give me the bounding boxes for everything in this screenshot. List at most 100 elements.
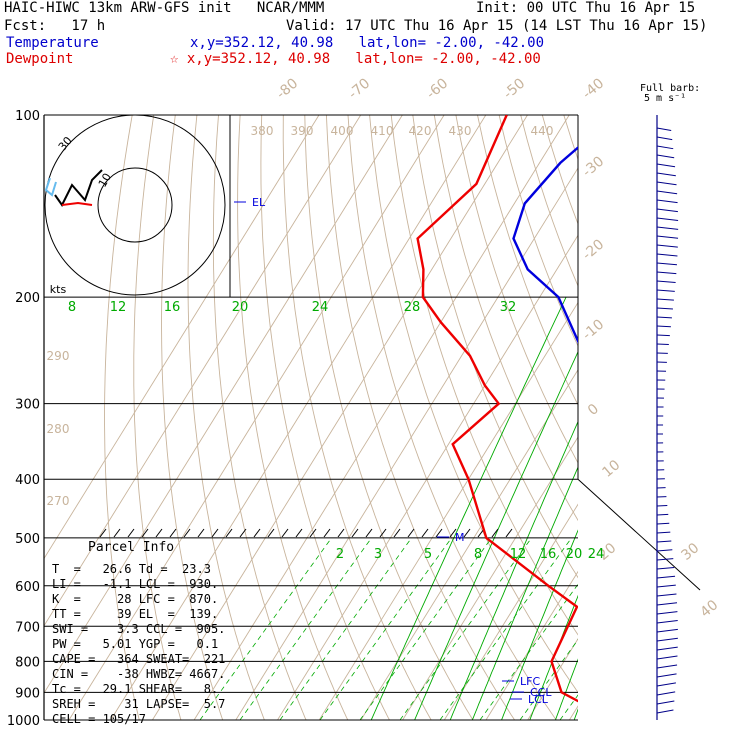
dry-adiabat-label: -80 [274, 75, 302, 102]
plot-frame-diagonal [577, 478, 701, 591]
hatch-mark [449, 528, 457, 538]
parcel-line: CAPE = 364 SWEAT= 221 [52, 652, 226, 666]
dry-adiabat-label: 0 [585, 401, 602, 419]
wind-barb [656, 540, 672, 543]
parcel-line: CIN = -38 HWBZ= 4667. [52, 667, 226, 681]
wind-barb [656, 513, 669, 516]
wind-barb [656, 253, 678, 257]
mixing-ratio-line [529, 594, 578, 720]
level-marker: LCL [528, 693, 549, 706]
hatch-mark [421, 528, 429, 538]
parcel-info-title: Parcel Info [88, 540, 175, 555]
mixing-ratio-line [622, 297, 740, 720]
hatch-mark [183, 528, 191, 538]
dry-adiabat [433, 115, 578, 522]
hatch-mark [365, 528, 373, 538]
temperature-legend-label: Temperature [6, 35, 99, 51]
dry-adiabat [585, 115, 740, 720]
pressure-label: 800 [15, 655, 40, 670]
mixing-label: 24 [588, 547, 605, 562]
isotherm [402, 436, 578, 720]
theta-label: 270 [47, 494, 70, 508]
wind-barb [656, 181, 677, 186]
theta-label: 440 [531, 124, 554, 138]
mixing-ratio-line [471, 466, 578, 720]
hatch-mark [197, 528, 205, 538]
dry-adiabat [563, 115, 578, 161]
mixing-ratio-line [589, 297, 740, 720]
dry-adiabat [715, 115, 740, 720]
dry-adiabat [737, 115, 740, 720]
theta-label: 280 [47, 422, 70, 436]
dry-adiabat [607, 115, 740, 720]
level-marker: M [455, 531, 465, 544]
wind-barb [656, 217, 679, 221]
hatch-mark [435, 528, 443, 538]
parcel-line: K = 28 LFC = 870. [52, 592, 219, 606]
mixing-label: 20 [566, 547, 583, 562]
wind-barb [656, 190, 678, 195]
theta-label: 390 [291, 124, 314, 138]
dewpoint-profile [416, 115, 578, 703]
hatch-mark [253, 528, 261, 538]
dry-adiabat [390, 115, 578, 636]
parcel-line: LI = -1.1 LCL = 930. [52, 577, 219, 591]
level-marker: LFC [520, 675, 540, 688]
hatch-mark [351, 528, 359, 538]
dry-adiabat [237, 115, 349, 720]
parcel-line: Tc = 29.1 SHEAR= 8. [52, 682, 219, 696]
hatch-mark [463, 528, 471, 538]
dry-adiabat [672, 115, 740, 720]
dry-adiabat [212, 115, 307, 720]
theta-label: 410 [371, 124, 394, 138]
hatch-mark [393, 528, 401, 538]
pressure-label: 400 [15, 473, 40, 488]
level-marker: EL [252, 196, 266, 209]
wind-barb [656, 325, 671, 328]
mixing-label: 5 [424, 547, 432, 562]
isotherm [152, 115, 528, 720]
pressure-label: 700 [15, 620, 40, 635]
isotherm [443, 503, 578, 720]
moist-adiabat [279, 539, 411, 720]
dry-adiabat [369, 115, 578, 694]
dry-adiabat [282, 115, 432, 720]
wind-barb [656, 262, 677, 266]
hatch-mark [281, 528, 289, 538]
isotherm [653, 115, 740, 720]
wind-barb [656, 673, 677, 678]
mixing-label: 20 [232, 300, 249, 315]
mixing-label: 24 [312, 300, 329, 315]
parcel-info-table: T = 26.6 Td = 23.3 LI = -1.1 LCL = 930. K … [52, 562, 225, 727]
hatch-mark [491, 528, 499, 538]
theta-label: 430 [449, 124, 472, 138]
moist-adiabat [399, 539, 531, 720]
dry-adiabat-label: -60 [424, 75, 452, 102]
wind-barb [656, 280, 676, 283]
hatch-mark [337, 528, 345, 538]
dry-adiabat [161, 115, 224, 720]
wind-barb [656, 334, 670, 337]
wind-barb [656, 172, 676, 177]
forecast-hour: Fcst: 17 h [4, 18, 106, 34]
wind-barb [656, 664, 678, 669]
dry-adiabat-label: 40 [697, 597, 721, 621]
wind-barb [656, 619, 678, 624]
dry-adiabat [693, 115, 740, 720]
mixing-label: 28 [404, 300, 421, 315]
wind-barb [656, 709, 674, 714]
isotherm [485, 570, 578, 720]
wind-barb [656, 566, 675, 570]
hodograph-trace-low [61, 201, 93, 206]
hatch-mark [407, 528, 415, 538]
isotherm [44, 115, 320, 560]
mixing-label: 16 [540, 547, 557, 562]
mixing-label: 12 [510, 547, 527, 562]
mixing-ratio-line [414, 350, 578, 720]
temperature-location: x,y=352.12, 40.98 lat,lon= -2.00, -42.00 [190, 35, 545, 51]
hatch-mark [141, 528, 149, 538]
wind-barb [656, 611, 678, 615]
wind-barb [656, 208, 678, 213]
dry-adiabat-label: -50 [501, 75, 529, 102]
parcel-line: SREH = 31 LAPSE= 5.7 [52, 697, 226, 711]
